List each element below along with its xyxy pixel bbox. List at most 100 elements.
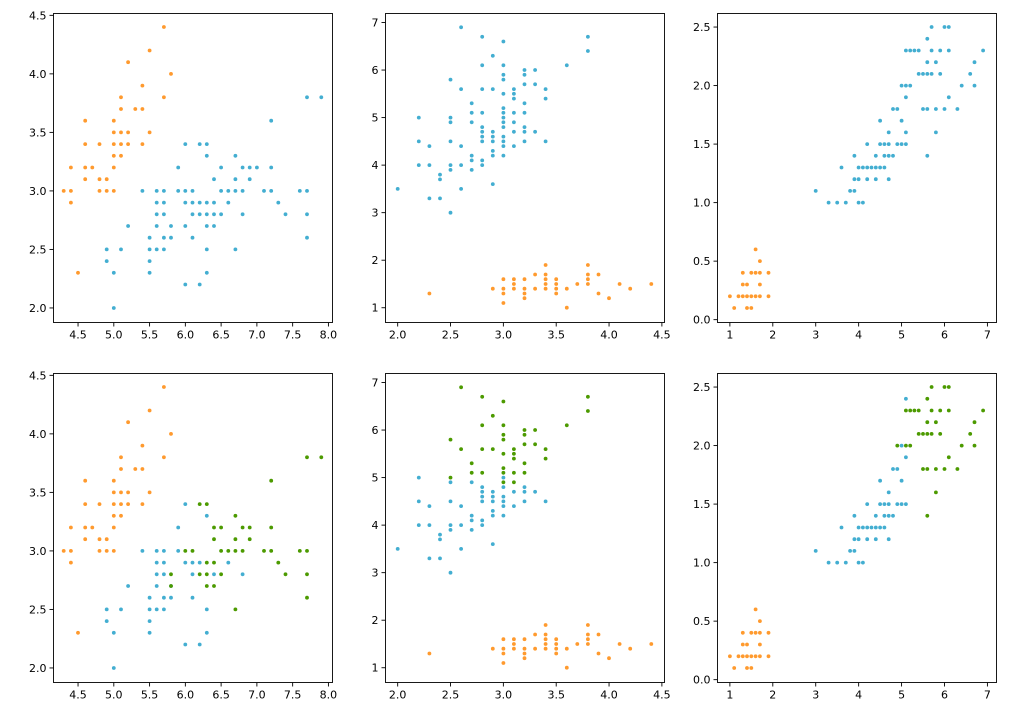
scatter-point bbox=[891, 467, 895, 471]
scatter-point bbox=[305, 212, 309, 217]
scatter-point bbox=[154, 212, 159, 217]
scatter-point bbox=[512, 129, 516, 134]
scatter-point bbox=[190, 595, 195, 600]
scatter-point bbox=[766, 294, 771, 299]
scatter-point bbox=[942, 467, 947, 471]
scatter-point bbox=[219, 189, 224, 193]
scatter-point bbox=[448, 475, 453, 480]
scatter-point bbox=[480, 423, 485, 428]
scatter-point bbox=[925, 107, 930, 111]
scatter-point bbox=[856, 200, 861, 205]
scatter-point bbox=[204, 513, 209, 518]
scatter-point bbox=[190, 549, 195, 553]
scatter-point bbox=[512, 277, 516, 282]
scatter-point bbox=[69, 525, 73, 530]
scatter-point bbox=[904, 130, 908, 135]
scatter-point bbox=[97, 549, 102, 553]
scatter-point bbox=[916, 72, 921, 76]
scatter-point bbox=[427, 144, 432, 149]
scatter-point bbox=[469, 480, 474, 485]
scatter-point bbox=[586, 632, 590, 637]
scatter-point bbox=[459, 447, 463, 451]
scatter-point bbox=[490, 182, 495, 187]
scatter-point bbox=[740, 282, 745, 287]
scatter-point bbox=[69, 549, 73, 553]
scatter-point bbox=[758, 654, 762, 659]
scatter-point bbox=[480, 34, 485, 39]
scatter-point bbox=[501, 286, 506, 291]
scatter-point bbox=[219, 165, 224, 170]
scatter-point bbox=[147, 607, 152, 612]
scatter-point bbox=[83, 142, 88, 147]
scatter-point bbox=[83, 525, 88, 530]
scatter-point bbox=[522, 110, 527, 115]
scatter-point bbox=[212, 572, 216, 577]
y-tick-label: 7 bbox=[372, 377, 379, 390]
scatter-point bbox=[865, 537, 870, 542]
scatter-point bbox=[226, 200, 231, 205]
scatter-point bbox=[904, 455, 908, 460]
y-tick-label: 3.0 bbox=[29, 545, 47, 558]
scatter-point bbox=[501, 144, 506, 149]
scatter-point bbox=[916, 48, 921, 53]
scatter-point bbox=[839, 165, 844, 170]
scatter-point bbox=[319, 95, 324, 100]
scatter-point bbox=[448, 480, 453, 485]
scatter-point bbox=[835, 560, 840, 565]
scatter-point bbox=[233, 549, 238, 553]
scatter-point bbox=[749, 630, 754, 635]
scatter-point bbox=[438, 532, 442, 537]
scatter-point bbox=[617, 642, 622, 646]
subplot-2: 2.0 2.5 3.0 3.5 4.0 4.5 1 2 3 4 5 6 7 bbox=[372, 13, 671, 342]
scatter-point bbox=[490, 489, 495, 494]
y-tick-label: 3.0 bbox=[29, 185, 47, 198]
scatter-point bbox=[97, 502, 102, 506]
scatter-point bbox=[886, 153, 891, 158]
scatter-point bbox=[283, 212, 288, 217]
scatter-point bbox=[959, 443, 964, 448]
scatter-point bbox=[586, 637, 590, 642]
scatter-point bbox=[212, 560, 216, 565]
scatter-point bbox=[197, 502, 202, 506]
scatter-point bbox=[233, 537, 238, 542]
scatter-point bbox=[501, 494, 506, 499]
scatter-point bbox=[512, 144, 516, 149]
scatter-point bbox=[104, 549, 109, 553]
scatter-point bbox=[427, 504, 432, 508]
scatter-point bbox=[586, 282, 590, 286]
scatter-point bbox=[564, 305, 569, 310]
y-tick-label: 1.0 bbox=[693, 197, 711, 210]
scatter-point bbox=[162, 560, 166, 565]
x-tick-label: 2.5 bbox=[442, 689, 460, 702]
scatter-point bbox=[586, 394, 590, 399]
scatter-point bbox=[522, 651, 527, 656]
scatter-point bbox=[904, 83, 908, 88]
scatter-point bbox=[147, 48, 152, 53]
scatter-point bbox=[427, 556, 432, 561]
scatter-point bbox=[740, 654, 745, 659]
scatter-point bbox=[564, 63, 569, 68]
y-tick-label: 2.0 bbox=[693, 80, 711, 93]
x-tick-label: 1 bbox=[726, 689, 733, 702]
scatter-point bbox=[916, 432, 921, 436]
scatter-point bbox=[745, 666, 749, 670]
scatter-point bbox=[459, 87, 463, 91]
scatter-point bbox=[219, 525, 224, 530]
scatter-point bbox=[586, 272, 590, 277]
x-tick-label: 4.5 bbox=[653, 689, 671, 702]
scatter-point bbox=[83, 502, 88, 506]
y-tick-label: 0.5 bbox=[693, 255, 711, 268]
scatter-point bbox=[480, 125, 485, 129]
scatter-point bbox=[543, 632, 548, 637]
scatter-point bbox=[83, 165, 88, 170]
x-tick-label: 4.5 bbox=[653, 329, 671, 342]
x-tick-label: 3.0 bbox=[495, 689, 513, 702]
scatter-point bbox=[843, 200, 848, 205]
scatter-point bbox=[596, 272, 601, 277]
scatter-point bbox=[745, 654, 749, 659]
scatter-point bbox=[83, 177, 88, 182]
scatter-point bbox=[240, 549, 245, 553]
scatter-point bbox=[104, 259, 109, 263]
scatter-point bbox=[480, 158, 485, 163]
scatter-point bbox=[758, 259, 762, 263]
